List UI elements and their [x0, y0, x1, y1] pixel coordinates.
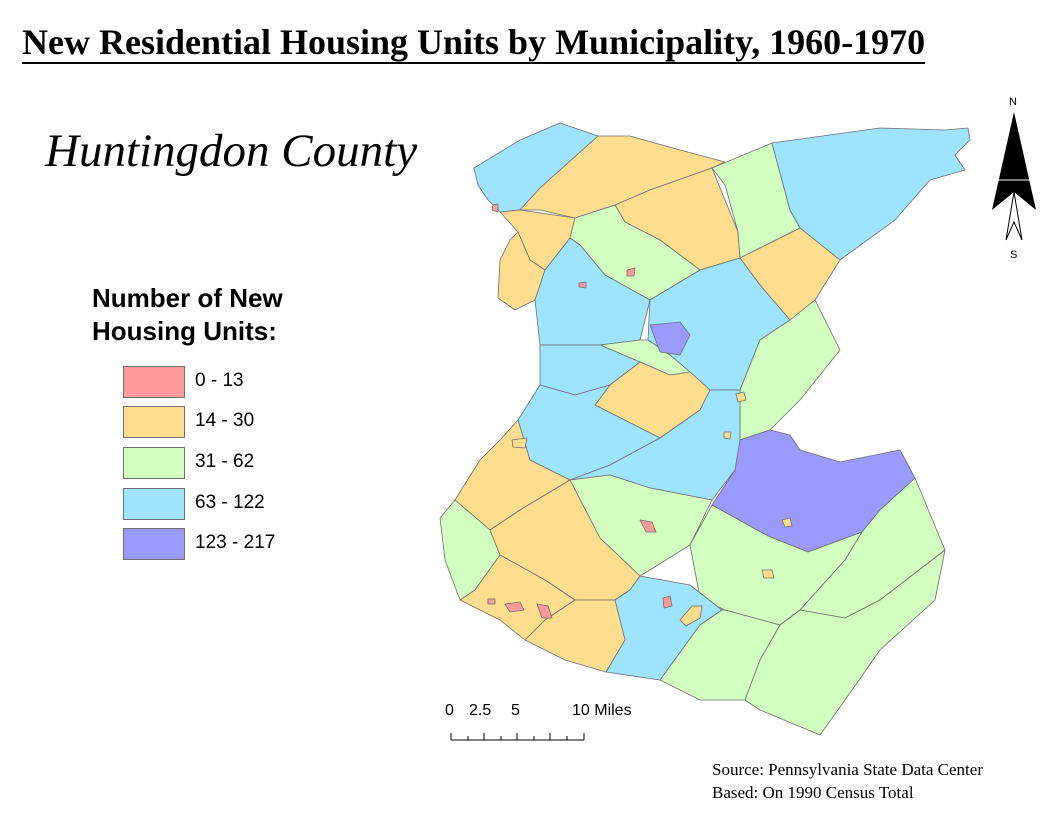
legend-swatch: [123, 528, 185, 560]
municipality: [649, 321, 691, 356]
town-pink: [491, 203, 499, 213]
town-pink: [504, 601, 525, 613]
legend-swatch: [123, 488, 185, 520]
town-yellow: [761, 569, 775, 579]
legend-swatch: [123, 366, 185, 398]
legend-label: 63 - 122: [195, 492, 265, 513]
legend-title-line1: Number of New: [92, 283, 283, 313]
town-pink: [662, 595, 673, 609]
county-label: Huntingdon County: [45, 125, 418, 177]
legend-title: Number of New Housing Units:: [92, 282, 283, 348]
legend-title-line2: Housing Units:: [92, 316, 277, 346]
north-arrow-icon: [992, 112, 1036, 241]
town-pink: [536, 603, 553, 619]
source-line1: Source: Pennsylvania State Data Center: [712, 760, 983, 779]
legend-label: 0 - 13: [195, 370, 244, 391]
town-pink: [626, 267, 636, 277]
town-yellow: [735, 391, 747, 403]
municipality: [744, 549, 946, 736]
town-pink: [578, 281, 587, 289]
map-title: New Residential Housing Units by Municip…: [22, 22, 926, 64]
municipality: [497, 231, 546, 311]
municipality: [534, 237, 651, 346]
legend-label: 31 - 62: [195, 451, 255, 472]
scale-bar: [450, 733, 585, 741]
scale-label-2-5: 2.5: [469, 702, 492, 719]
town-pink: [639, 519, 657, 533]
town-yellow: [679, 605, 703, 627]
legend-label: 14 - 30: [195, 410, 255, 431]
town-yellow: [723, 431, 732, 440]
legend-swatch: [123, 447, 185, 479]
town-pink: [487, 598, 496, 605]
source-line2: Based: On 1990 Census Total: [712, 783, 914, 802]
source-note: Source: Pennsylvania State Data Center B…: [712, 758, 983, 804]
scale-label-10: 10 Miles: [572, 702, 632, 719]
scale-label-0: 0: [445, 702, 454, 719]
north-label: N: [1009, 96, 1017, 108]
scale-label-5: 5: [511, 702, 520, 719]
town-yellow: [511, 437, 528, 449]
town-yellow: [781, 517, 793, 528]
legend-label: 123 - 217: [195, 532, 276, 553]
south-label: S: [1010, 249, 1018, 261]
legend-swatch: [123, 406, 185, 438]
